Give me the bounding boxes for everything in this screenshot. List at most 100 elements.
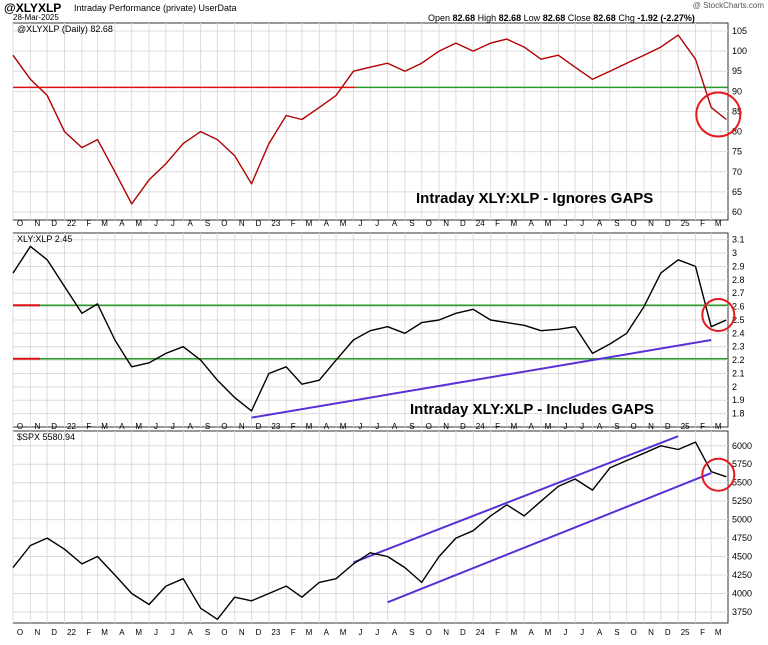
x-tick-label: M xyxy=(545,422,552,431)
y-tick-label: 1.8 xyxy=(732,409,745,419)
x-tick-label: N xyxy=(239,628,245,637)
x-tick-label: J xyxy=(375,628,379,637)
x-tick-label: D xyxy=(51,422,57,431)
y-tick-label: 85 xyxy=(732,106,742,116)
trendline xyxy=(251,339,712,419)
x-tick-label: F xyxy=(86,422,91,431)
high-label: High xyxy=(477,13,497,23)
y-tick-label: 6000 xyxy=(732,441,752,451)
x-tick-label: 25 xyxy=(681,628,690,637)
x-tick-label: O xyxy=(426,219,432,228)
x-tick-label: 24 xyxy=(476,628,485,637)
x-tick-label: F xyxy=(291,422,296,431)
x-tick-label: J xyxy=(154,628,158,637)
x-tick-label: M xyxy=(545,219,552,228)
panel-annotation: Intraday XLY:XLP - Ignores GAPS xyxy=(416,190,653,207)
x-tick-label: M xyxy=(340,628,347,637)
x-tick-label: S xyxy=(409,219,414,228)
x-tick-label: S xyxy=(614,628,619,637)
x-tick-label: A xyxy=(324,422,330,431)
y-tick-label: 95 xyxy=(732,66,742,76)
x-tick-label: N xyxy=(239,422,245,431)
x-tick-label: S xyxy=(205,219,210,228)
y-tick-label: 5500 xyxy=(732,478,752,488)
x-tick-label: F xyxy=(291,628,296,637)
y-tick-label: 2.9 xyxy=(732,261,745,271)
x-tick-label: 22 xyxy=(67,422,76,431)
y-tick-label: 3.1 xyxy=(732,235,745,245)
panel-legend: XLY:XLP 2.45 xyxy=(17,234,72,244)
y-tick-label: 75 xyxy=(732,147,742,157)
x-tick-label: A xyxy=(188,422,194,431)
x-tick-label: 22 xyxy=(67,219,76,228)
price-line xyxy=(12,34,727,205)
x-tick-label: M xyxy=(135,422,142,431)
x-tick-label: M xyxy=(340,219,347,228)
x-tick-label: M xyxy=(306,422,313,431)
x-tick-label: F xyxy=(86,219,91,228)
channel-upper-line xyxy=(353,435,679,564)
x-tick-label: A xyxy=(597,219,603,228)
x-tick-label: N xyxy=(648,422,654,431)
x-tick-label: M xyxy=(306,219,313,228)
x-tick-label: N xyxy=(34,219,40,228)
x-tick-label: D xyxy=(665,628,671,637)
y-tick-label: 90 xyxy=(732,86,742,96)
x-tick-label: M xyxy=(511,422,518,431)
y-tick-label: 2.5 xyxy=(732,315,745,325)
x-tick-label: N xyxy=(443,219,449,228)
low-value: 82.68 xyxy=(542,13,566,23)
x-tick-label: O xyxy=(631,219,637,228)
y-tick-label: 105 xyxy=(732,26,747,36)
x-tick-label: J xyxy=(563,422,567,431)
x-tick-label: N xyxy=(648,219,654,228)
x-tick-label: J xyxy=(375,219,379,228)
x-tick-label: A xyxy=(597,628,603,637)
panel-legend: @XLYXLP (Daily) 82.68 xyxy=(17,24,113,34)
x-tick-label: N xyxy=(34,628,40,637)
x-tick-label: O xyxy=(631,422,637,431)
x-tick-label: M xyxy=(511,628,518,637)
x-tick-label: F xyxy=(700,219,705,228)
ohlc-readout: Open 82.68 High 82.68 Low 82.68 Close 82… xyxy=(428,13,695,23)
low-label: Low xyxy=(523,13,541,23)
x-tick-label: N xyxy=(648,628,654,637)
x-tick-label: M xyxy=(101,628,108,637)
y-tick-label: 4250 xyxy=(732,570,752,580)
highlight-circle xyxy=(701,457,736,492)
high-value: 82.68 xyxy=(498,13,522,23)
x-tick-label: M xyxy=(306,628,313,637)
x-tick-label: A xyxy=(529,422,535,431)
y-tick-label: 3750 xyxy=(732,607,752,617)
x-tick-label: M xyxy=(101,219,108,228)
x-tick-label: S xyxy=(614,422,619,431)
y-tick-label: 60 xyxy=(732,207,742,217)
x-tick-label: J xyxy=(154,422,158,431)
y-tick-label: 5250 xyxy=(732,496,752,506)
y-tick-label: 2.8 xyxy=(732,275,745,285)
x-tick-label: A xyxy=(324,628,330,637)
panel-legend: $SPX 5580.94 xyxy=(17,432,75,442)
y-tick-label: 2.1 xyxy=(732,368,745,378)
x-tick-label: A xyxy=(119,219,125,228)
x-tick-label: N xyxy=(239,219,245,228)
x-tick-label: O xyxy=(221,422,227,431)
y-tick-label: 100 xyxy=(732,46,747,56)
x-tick-label: O xyxy=(631,628,637,637)
x-tick-label: A xyxy=(188,219,194,228)
brand-label: @ StockCharts.com xyxy=(692,1,764,10)
x-tick-label: J xyxy=(171,422,175,431)
x-tick-label: F xyxy=(86,628,91,637)
y-tick-label: 4000 xyxy=(732,588,752,598)
y-tick-label: 70 xyxy=(732,167,742,177)
chg-label: Chg xyxy=(618,13,635,23)
x-tick-label: 23 xyxy=(271,628,280,637)
x-tick-label: J xyxy=(171,628,175,637)
y-tick-label: 80 xyxy=(732,127,742,137)
x-tick-label: O xyxy=(221,219,227,228)
x-tick-label: N xyxy=(34,422,40,431)
x-tick-label: S xyxy=(205,422,210,431)
x-tick-label: D xyxy=(51,628,57,637)
